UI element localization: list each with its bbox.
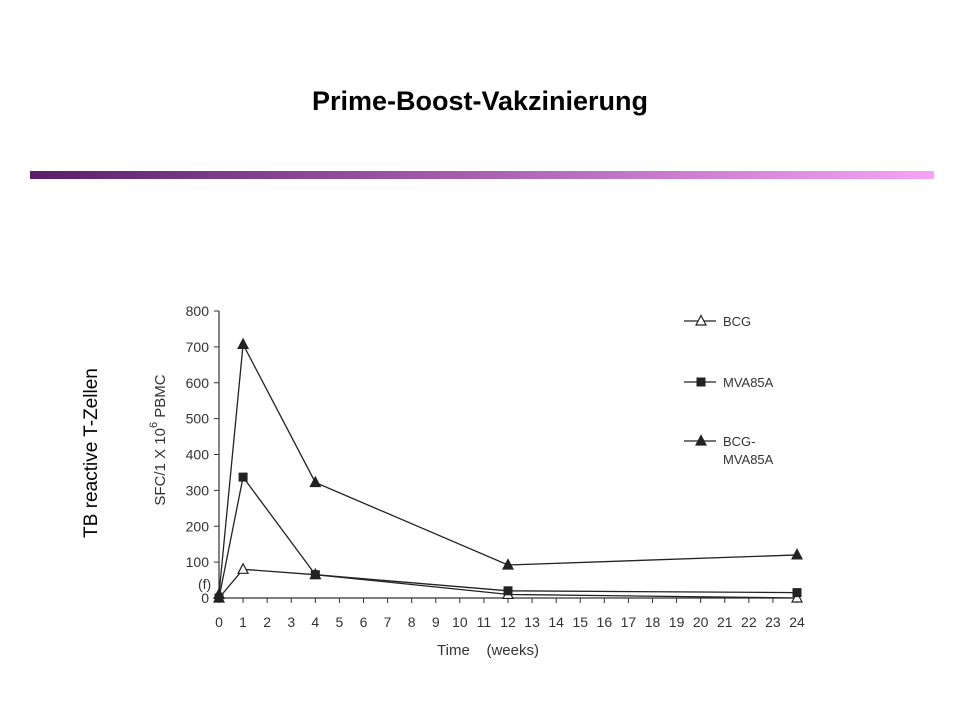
legend-marker: [696, 377, 706, 387]
x-tick-label: 24: [789, 614, 805, 630]
x-tick-label: 14: [548, 614, 564, 630]
x-tick-label: 18: [645, 614, 661, 630]
y-tick-label: 300: [186, 482, 210, 498]
data-point-1: [310, 570, 320, 580]
x-tick-label: 8: [408, 614, 416, 630]
x-tick-label: 6: [360, 614, 368, 630]
x-tick-label: 16: [597, 614, 613, 630]
title-gradient-bar: [30, 171, 934, 179]
data-point-2: [213, 587, 225, 600]
x-tick-label: 21: [717, 614, 733, 630]
chart-series: [213, 337, 803, 603]
y-tick-label: 400: [186, 447, 210, 463]
data-point-1: [503, 586, 513, 596]
chart-legend: BCG MVA85A BCG-MVA85A: [684, 314, 774, 467]
data-point-0: [791, 591, 803, 603]
y-tick-label: 600: [186, 375, 210, 391]
legend-label: BCG: [723, 314, 751, 329]
data-point-2: [502, 558, 514, 570]
slide-title: Prime-Boost-Vakzinierung: [311, 86, 649, 116]
legend-marker: [695, 434, 707, 446]
legend-label: BCG-MVA85A: [723, 434, 774, 467]
y-tick-label: 200: [186, 518, 210, 534]
data-point-1: [238, 472, 248, 482]
x-tick-label: 7: [384, 614, 392, 630]
y-tick-label: 800: [186, 303, 210, 319]
x-tick-label: 20: [693, 614, 709, 630]
y-tick-label: 500: [186, 411, 210, 427]
x-tick-label: 9: [432, 614, 440, 630]
y-tick-labels: 0 100 200 300 400 500 600 700 800: [186, 303, 210, 606]
y-tick-label: 700: [186, 339, 210, 355]
y-tick-label: 100: [186, 554, 210, 570]
x-tick-label: 0: [215, 614, 223, 630]
x-tick-label: 11: [477, 614, 492, 630]
y-tick-label: 0: [201, 590, 209, 606]
x-tick-label: 5: [336, 614, 344, 630]
x-tick-label: 15: [572, 614, 588, 630]
x-axis-title: Time (weeks): [437, 642, 539, 659]
data-point-1: [792, 588, 802, 598]
data-point-0: [237, 562, 250, 574]
data-point-2: [237, 337, 250, 349]
x-tick-label: 1: [239, 614, 247, 630]
x-tick-label: 17: [621, 614, 637, 630]
data-point-2: [309, 475, 322, 488]
x-tick-label: 3: [287, 614, 295, 630]
y-axis-title: SFC/1 X 106 PBMC: [148, 374, 169, 505]
legend-marker: [695, 314, 707, 326]
x-tick-label: 13: [524, 614, 540, 630]
series-line-1: [218, 475, 798, 599]
x-tick-label: 23: [765, 614, 781, 630]
x-tick-label: 4: [311, 614, 319, 630]
chart-annotation: (f): [198, 576, 211, 592]
x-tick-label: 19: [669, 614, 685, 630]
x-tick-label: 12: [500, 614, 516, 630]
x-tick-label: 2: [263, 614, 271, 630]
data-point-2: [791, 548, 803, 560]
legend-label: MVA85A: [723, 375, 774, 390]
x-tick-label: 10: [452, 614, 468, 630]
x-tick-labels: 0 1 2 3 4 5 6 7 8 9 10 11 12 13 14 15 16 17 18 19 20 21 22 23 24: [215, 614, 805, 630]
x-tick-label: 22: [741, 614, 757, 630]
